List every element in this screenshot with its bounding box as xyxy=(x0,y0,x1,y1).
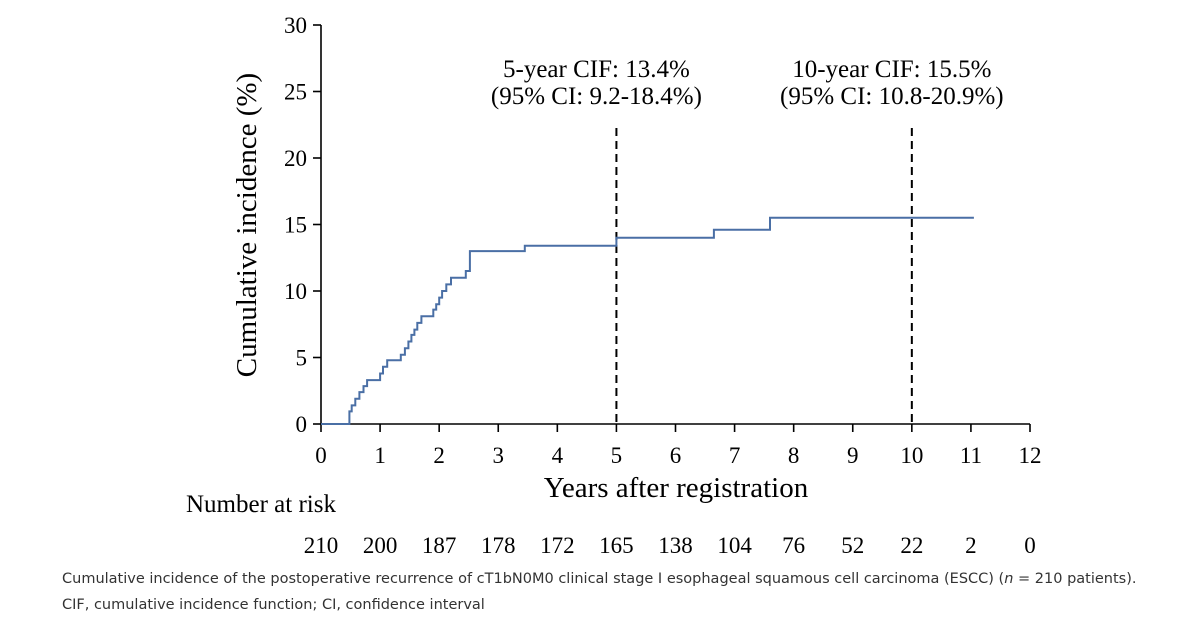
caption-text-part1: Cumulative incidence of the postoperativ… xyxy=(62,571,1005,587)
risk-table-title: Number at risk xyxy=(186,491,336,518)
y-tick-label: 5 xyxy=(296,346,308,371)
y-axis-label: Cumulative incidence (%) xyxy=(231,73,263,377)
reference-label-ci: (95% CI: 9.2-18.4%) xyxy=(491,83,702,110)
risk-value: 178 xyxy=(481,533,516,558)
figure-caption: Cumulative incidence of the postoperativ… xyxy=(62,566,1152,618)
risk-value: 172 xyxy=(540,533,575,558)
risk-value: 2 xyxy=(965,533,977,558)
risk-value: 138 xyxy=(658,533,693,558)
x-tick-label: 12 xyxy=(1019,443,1042,468)
x-axis-label: Years after registration xyxy=(544,472,809,504)
risk-value: 0 xyxy=(1024,533,1036,558)
risk-value: 210 xyxy=(304,533,339,558)
x-tick-label: 5 xyxy=(611,443,623,468)
y-ticks: 0 5 10 15 20 25 30 xyxy=(284,13,321,437)
series-group xyxy=(321,216,974,425)
x-tick-label: 6 xyxy=(670,443,682,468)
risk-value: 76 xyxy=(782,533,805,558)
risk-value: 52 xyxy=(841,533,864,558)
risk-value: 104 xyxy=(717,533,752,558)
reference-lines: 5-year CIF: 13.4%(95% CI: 9.2-18.4%) 10-y… xyxy=(491,56,1004,424)
y-tick-label: 15 xyxy=(284,213,307,238)
caption-n-symbol: n xyxy=(1004,571,1014,587)
reference-label-ci: (95% CI: 10.8-20.9%) xyxy=(780,83,1004,110)
caption-text-part2: = 210 patients). CIF, cumulative inciden… xyxy=(62,571,1137,613)
y-tick-label: 30 xyxy=(284,13,307,38)
risk-value: 165 xyxy=(599,533,634,558)
x-tick-label: 2 xyxy=(433,443,445,468)
x-tick-label: 4 xyxy=(552,443,564,468)
risk-table-values: 210 200 187 178 172 165 138 104 76 52 22 2 0 xyxy=(304,533,1036,558)
x-tick-label: 1 xyxy=(374,443,386,468)
y-tick-label: 10 xyxy=(284,279,307,304)
series-line xyxy=(321,216,974,425)
y-tick-label: 20 xyxy=(284,146,307,171)
x-tick-label: 0 xyxy=(315,443,327,468)
x-tick-label: 3 xyxy=(493,443,505,468)
x-ticks: 0 1 2 3 4 5 6 7 8 9 10 11 12 xyxy=(315,424,1042,468)
reference-label-cif: 10-year CIF: 15.5% xyxy=(792,56,991,83)
risk-value: 22 xyxy=(900,533,923,558)
risk-value: 187 xyxy=(422,533,457,558)
reference-label-cif: 5-year CIF: 13.4% xyxy=(503,56,690,83)
x-tick-label: 7 xyxy=(729,443,741,468)
x-tick-label: 11 xyxy=(960,443,982,468)
x-tick-label: 9 xyxy=(847,443,859,468)
risk-value: 200 xyxy=(363,533,398,558)
y-tick-label: 0 xyxy=(296,412,308,437)
y-tick-label: 25 xyxy=(284,80,307,105)
x-tick-label: 10 xyxy=(900,443,923,468)
x-tick-label: 8 xyxy=(788,443,800,468)
